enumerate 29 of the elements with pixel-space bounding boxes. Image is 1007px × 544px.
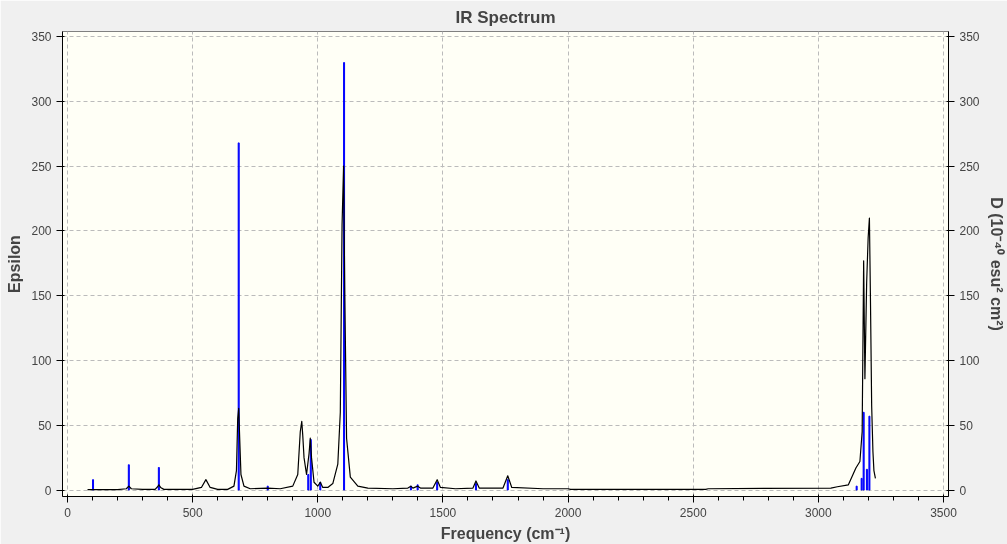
y-tick-label: 300: [31, 94, 52, 109]
chart-title: IR Spectrum: [455, 7, 556, 27]
line-series: [86, 165, 877, 491]
x-tick-label: 1000: [304, 505, 332, 520]
x-axis-title: Frequency (cm⁻¹): [440, 524, 571, 542]
x-tick-label: 2500: [679, 505, 707, 520]
x-tick-label: 500: [182, 505, 203, 520]
y-tick-label: 0: [44, 483, 52, 498]
x-tick-label: 3500: [930, 505, 958, 520]
y2-tick-label: 250: [959, 159, 980, 174]
x-tick-label: 3000: [805, 505, 833, 520]
y2-tick-label: 300: [959, 94, 980, 109]
y2-axis-title: D (10⁻⁴⁰ esu² cm²): [987, 197, 1005, 331]
y-tick-label: 100: [31, 354, 52, 368]
x-tick-label: 2000: [554, 505, 582, 520]
y-tick-label: 250: [31, 159, 52, 174]
y-tick-label: 150: [31, 289, 52, 304]
y2-tick-label: 50: [959, 418, 974, 433]
y2-tick-label: 200: [959, 224, 980, 239]
y-axis-title: Epsilon: [6, 235, 24, 293]
y-tick-label: 200: [31, 224, 52, 239]
y-tick-label: 350: [31, 30, 52, 45]
y2-tick-label: 350: [959, 30, 980, 45]
y2-tick-label: 100: [959, 354, 980, 368]
y-tick-label: 50: [38, 418, 52, 433]
x-tick-label: 0: [64, 505, 72, 520]
x-tick-label: 1500: [429, 505, 457, 520]
y2-tick-label: 0: [959, 483, 967, 498]
y2-tick-label: 150: [959, 289, 980, 304]
